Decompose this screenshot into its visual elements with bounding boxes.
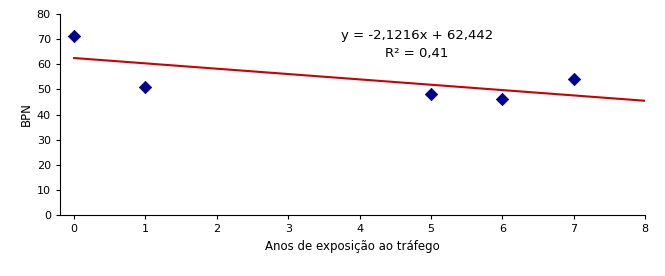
Point [426,92,436,97]
Text: R² = 0,41: R² = 0,41 [385,47,448,60]
Point [68,34,79,39]
Point [140,85,151,89]
Point [569,77,579,81]
Point [497,97,507,102]
Y-axis label: BPN: BPN [19,103,33,126]
Text: y = -2,1216x + 62,442: y = -2,1216x + 62,442 [340,29,493,42]
X-axis label: Anos de exposição ao tráfego: Anos de exposição ao tráfego [265,240,440,253]
